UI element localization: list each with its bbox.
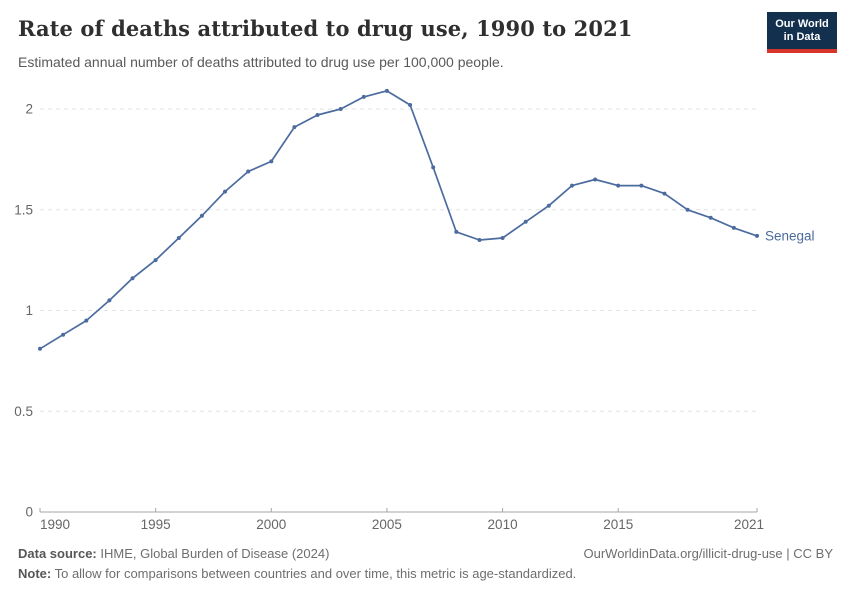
data-point-marker bbox=[223, 189, 227, 194]
data-point-marker bbox=[315, 113, 320, 117]
data-point-marker bbox=[107, 298, 112, 303]
y-tick-label: 0 bbox=[25, 505, 33, 520]
data-source-line: Data source: IHME, Global Burden of Dise… bbox=[18, 546, 329, 561]
data-point-marker bbox=[153, 258, 158, 263]
page-title: Rate of deaths attributed to drug use, 1… bbox=[18, 16, 633, 41]
series-line[interactable] bbox=[39, 90, 758, 350]
data-point-marker bbox=[523, 219, 528, 224]
data-point-marker bbox=[454, 229, 459, 234]
data-source-label: Data source: bbox=[18, 546, 97, 561]
x-tick-label: 2000 bbox=[256, 517, 286, 532]
data-point-marker bbox=[708, 215, 713, 220]
y-tick-label: 1.5 bbox=[14, 202, 33, 217]
x-tick-label: 1995 bbox=[141, 517, 171, 532]
data-point-marker bbox=[361, 94, 366, 99]
note-text: To allow for comparisons between countri… bbox=[51, 566, 577, 581]
data-point-marker bbox=[408, 103, 413, 107]
y-tick-label: 2 bbox=[25, 102, 33, 117]
data-point-marker bbox=[338, 107, 343, 111]
data-point-marker bbox=[61, 332, 66, 337]
data-point-marker bbox=[546, 203, 551, 208]
data-point-marker bbox=[199, 213, 204, 218]
data-point-marker bbox=[84, 318, 89, 323]
series-end-label[interactable]: Senegal bbox=[765, 228, 815, 243]
data-point-marker bbox=[616, 183, 621, 188]
data-point-marker bbox=[130, 276, 135, 281]
owid-url[interactable]: OurWorldinData.org/illicit-drug-use | CC… bbox=[583, 546, 834, 561]
data-point-marker bbox=[639, 183, 644, 188]
note-line: Note: To allow for comparisons between c… bbox=[18, 566, 833, 581]
owid-logo-line2: in Data bbox=[783, 31, 821, 43]
x-tick-label: 1990 bbox=[40, 517, 70, 532]
data-point-marker bbox=[384, 88, 389, 93]
data-point-marker bbox=[755, 233, 759, 238]
data-point-marker bbox=[269, 159, 274, 164]
y-tick-label: 0.5 bbox=[14, 404, 33, 419]
owid-logo: Our World in Data bbox=[767, 12, 837, 53]
x-tick-label: 2005 bbox=[372, 517, 402, 532]
note-label: Note: bbox=[18, 566, 52, 581]
data-point-marker bbox=[685, 207, 690, 212]
y-tick-label: 1 bbox=[25, 303, 33, 318]
data-point-marker bbox=[500, 236, 505, 240]
data-point-marker bbox=[477, 238, 482, 242]
data-point-marker bbox=[662, 191, 667, 196]
x-tick-label: 2015 bbox=[603, 517, 633, 532]
data-point-marker bbox=[431, 165, 436, 170]
page-subtitle: Estimated annual number of deaths attrib… bbox=[18, 54, 504, 70]
data-point-marker bbox=[176, 236, 181, 240]
data-point-marker bbox=[593, 177, 598, 182]
data-source-text: IHME, Global Burden of Disease (2024) bbox=[96, 546, 330, 561]
x-tick-label: 2010 bbox=[488, 517, 518, 532]
data-point-marker bbox=[570, 183, 574, 188]
chart-footer: Data source: IHME, Global Burden of Dise… bbox=[18, 546, 833, 581]
x-tick-label: 2021 bbox=[734, 517, 764, 532]
data-point-marker bbox=[292, 125, 297, 130]
data-point-marker bbox=[38, 346, 42, 351]
data-point-marker bbox=[731, 225, 736, 230]
owid-logo-line1: Our World bbox=[775, 18, 829, 30]
data-point-marker bbox=[246, 169, 251, 174]
